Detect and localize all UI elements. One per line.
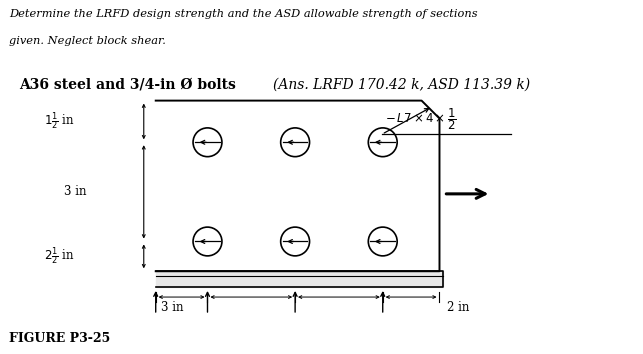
Text: 2 in: 2 in [448, 301, 470, 314]
Text: A36 steel and 3/4-in Ø bolts: A36 steel and 3/4-in Ø bolts [19, 78, 241, 92]
Text: (Ans. LRFD 170.42 k, ASD 113.39 k): (Ans. LRFD 170.42 k, ASD 113.39 k) [273, 78, 530, 92]
Polygon shape [156, 101, 439, 271]
Text: $2\frac{1}{2}$ in: $2\frac{1}{2}$ in [44, 246, 75, 267]
Polygon shape [156, 271, 444, 287]
Text: given. Neglect block shear.: given. Neglect block shear. [10, 36, 167, 46]
Text: $-\,L7\times4\times\dfrac{1}{2}$: $-\,L7\times4\times\dfrac{1}{2}$ [385, 107, 457, 132]
Text: Determine the LRFD design strength and the ASD allowable strength of sections: Determine the LRFD design strength and t… [10, 9, 478, 19]
Text: 3 in: 3 in [161, 301, 183, 314]
Text: FIGURE P3-25: FIGURE P3-25 [10, 332, 111, 345]
Text: 3 in: 3 in [64, 185, 87, 198]
Text: $1\frac{1}{2}$ in: $1\frac{1}{2}$ in [44, 110, 75, 132]
